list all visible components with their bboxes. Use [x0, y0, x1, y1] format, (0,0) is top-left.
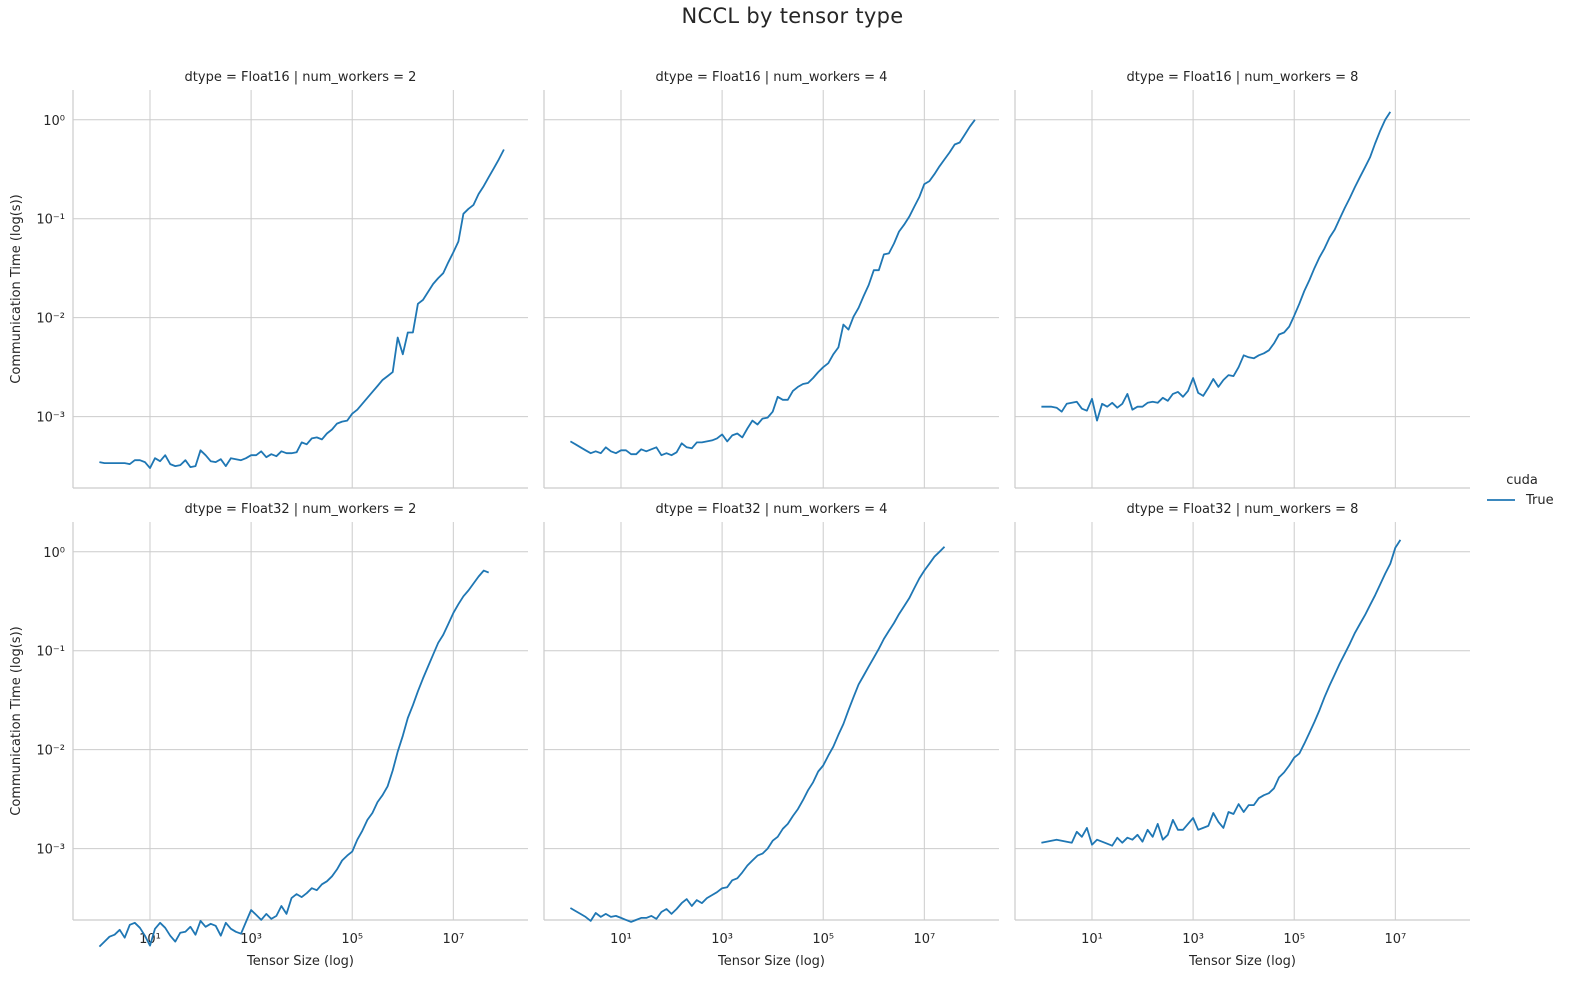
panel-title: dtype = Float16 | num_workers = 8	[1127, 70, 1359, 85]
series-line	[99, 149, 505, 470]
y-tick-label: 10⁻³	[36, 411, 65, 426]
y-axis-label: Communication Time (log(s))	[9, 194, 24, 383]
panel-title: dtype = Float16 | num_workers = 4	[656, 70, 888, 85]
series-line	[1041, 539, 1402, 847]
y-tick-label: 10⁻²	[36, 312, 65, 327]
x-tick-label: 10⁵	[812, 932, 834, 947]
x-tick-label: 10³	[1182, 932, 1204, 947]
x-axis-label: Tensor Size (log)	[717, 954, 825, 969]
panel-title: dtype = Float16 | num_workers = 2	[185, 70, 417, 85]
y-tick-label: 10⁰	[43, 546, 65, 561]
panel-title: dtype = Float32 | num_workers = 4	[656, 502, 888, 517]
series-line	[98, 569, 490, 948]
x-tick-label: 10³	[711, 932, 733, 947]
figure-title: NCCL by tensor type	[681, 4, 904, 28]
panel-title: dtype = Float32 | num_workers = 8	[1127, 502, 1359, 517]
legend-title: cuda	[1506, 473, 1538, 488]
x-axis-label: Tensor Size (log)	[1188, 954, 1296, 969]
y-tick-label: 10⁻¹	[36, 645, 65, 660]
y-tick-label: 10⁻²	[36, 744, 65, 759]
x-tick-label: 10¹	[1081, 932, 1103, 947]
y-tick-label: 10⁻³	[36, 843, 65, 858]
x-tick-label: 10¹	[610, 932, 632, 947]
x-tick-label: 10⁷	[913, 932, 935, 947]
x-tick-label: 10⁷	[442, 932, 464, 947]
x-axis-label: Tensor Size (log)	[246, 954, 354, 969]
series-line	[569, 119, 976, 457]
panel-title: dtype = Float32 | num_workers = 2	[185, 502, 417, 517]
x-tick-label: 10⁵	[341, 932, 363, 947]
legend-label: True	[1525, 493, 1554, 508]
y-tick-label: 10⁻¹	[36, 213, 65, 228]
x-tick-label: 10⁷	[1384, 932, 1406, 947]
series-line	[569, 546, 946, 923]
series-line	[1041, 111, 1392, 422]
x-tick-label: 10⁵	[1283, 932, 1305, 947]
x-tick-label: 10³	[240, 932, 262, 947]
y-tick-label: 10⁰	[43, 114, 65, 129]
y-axis-label: Communication Time (log(s))	[9, 626, 24, 815]
